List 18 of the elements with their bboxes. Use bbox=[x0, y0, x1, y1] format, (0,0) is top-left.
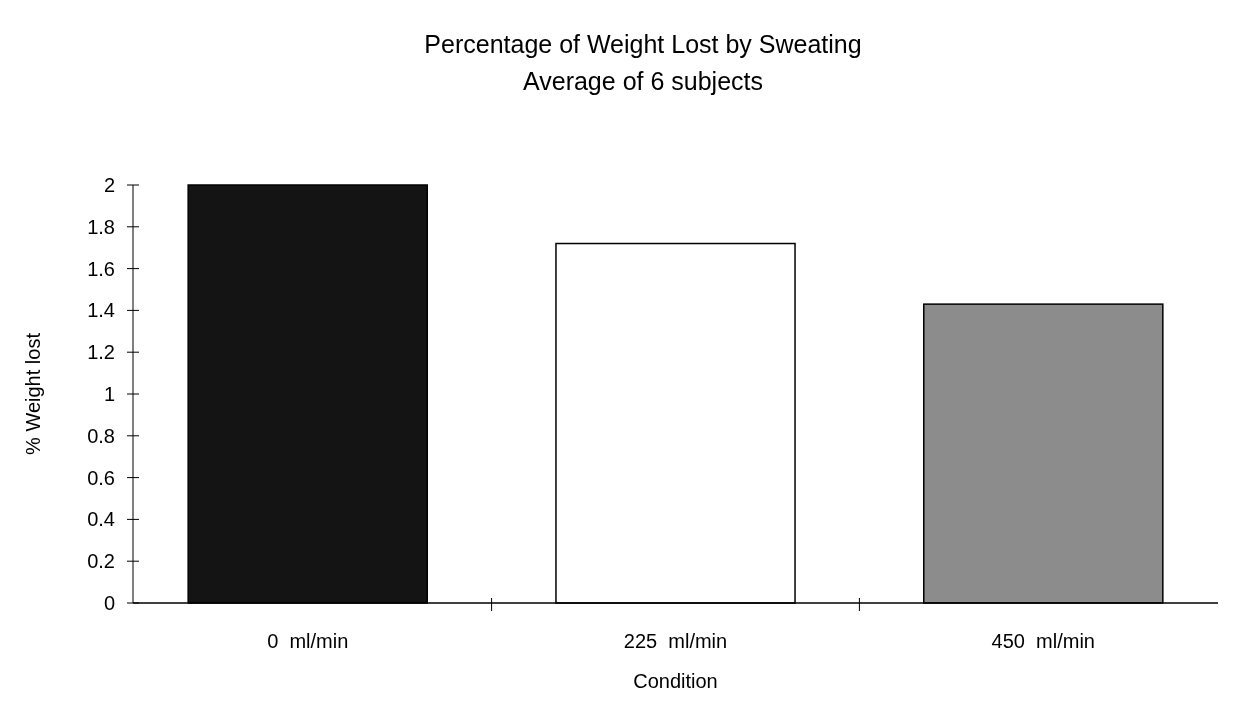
y-tick-label: 1.2 bbox=[87, 341, 115, 364]
x-tick-label: 450 ml/min bbox=[991, 630, 1095, 652]
y-tick-label: 0.6 bbox=[87, 466, 115, 489]
chart-title: Percentage of Weight Lost by Sweating bbox=[424, 30, 862, 58]
y-tick-label: 0.2 bbox=[87, 550, 115, 573]
y-tick-label: 2 bbox=[103, 174, 115, 196]
y-tick-label: 1.6 bbox=[87, 257, 115, 280]
y-tick-label: 0 bbox=[103, 592, 115, 614]
x-tick-label: 0 ml/min bbox=[267, 630, 349, 652]
y-tick-label: 1 bbox=[103, 383, 115, 405]
x-axis-title: Condition bbox=[633, 670, 718, 692]
y-tick-label: 0.8 bbox=[87, 424, 115, 447]
chart-subtitle: Average of 6 subjects bbox=[523, 67, 763, 95]
x-tick-label: 225 ml/min bbox=[623, 630, 728, 652]
y-axis-title: % Weight lost bbox=[22, 332, 44, 455]
y-tick-label: 1.4 bbox=[87, 299, 115, 322]
y-tick-label: 0.4 bbox=[87, 508, 115, 531]
y-tick-label: 1.8 bbox=[87, 215, 115, 238]
